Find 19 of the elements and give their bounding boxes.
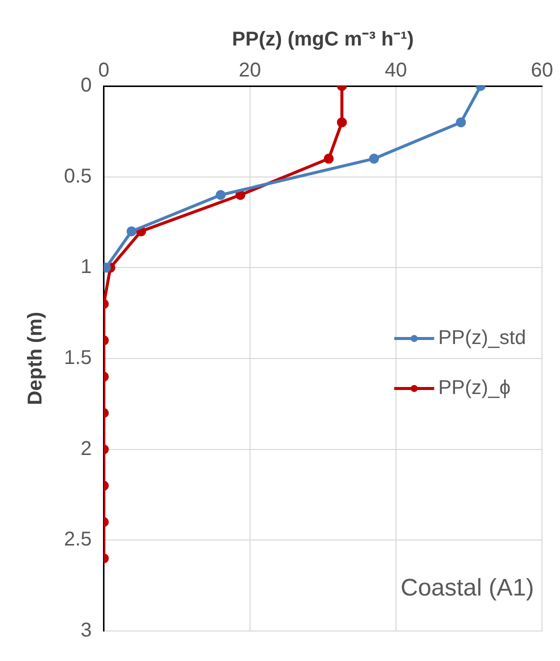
y-tick-label: 0: [80, 74, 92, 97]
legend-label: PP(z)_ϕ: [438, 377, 511, 400]
x-tick-label: 20: [238, 60, 261, 82]
y-tick-label: 1.5: [64, 347, 92, 370]
legend-label: PP(z)_std: [438, 327, 526, 350]
point: [216, 190, 226, 200]
annotation: Coastal (A1): [400, 574, 534, 602]
point: [456, 117, 466, 128]
x-axis-title: PP(z) (mgC m⁻³ h⁻¹): [232, 28, 414, 51]
y-axis-title: Depth (m): [24, 312, 47, 406]
y-tick-label: 1: [80, 256, 92, 278]
point: [369, 154, 380, 164]
x-tick-label: 0: [98, 60, 110, 82]
x-tick-label: 40: [384, 60, 408, 82]
y-tick-label: 2.5: [64, 528, 92, 551]
y-tick-label: 0.5: [64, 165, 92, 188]
y-tick-label: 3: [80, 620, 92, 642]
y-tick-label: 2: [80, 438, 92, 460]
x-tick-label: 60: [530, 60, 554, 82]
